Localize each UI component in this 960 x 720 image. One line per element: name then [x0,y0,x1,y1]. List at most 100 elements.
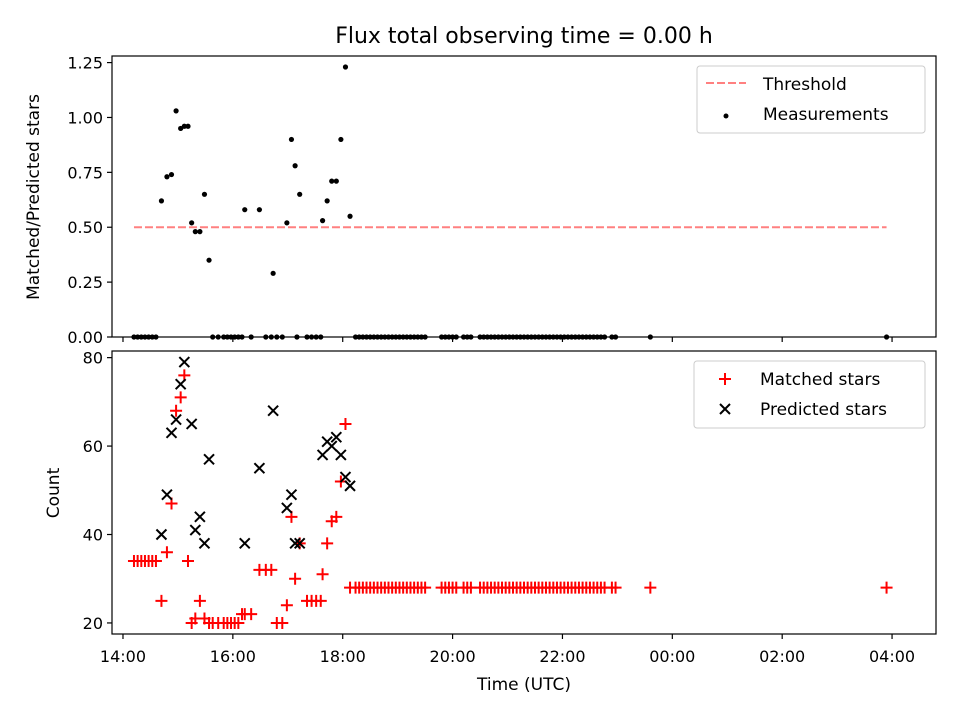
matched-star-point [644,581,657,594]
matched-star-point [181,555,194,568]
ratio-y-tick-label: 1.25 [67,54,103,73]
predicted-legend-swatch [719,403,731,415]
x-tick-label: 14:00 [100,647,146,666]
x-tick-label: 00:00 [649,647,695,666]
count-y-ticks: 20 40 60 80 [83,349,112,633]
ratio-x-ticks [122,337,893,342]
measurement-point [284,220,290,226]
predicted-star-point [203,453,215,466]
count-y-tick-label: 60 [83,437,103,456]
x-tick-label: 22:00 [539,647,585,666]
ratio-axes-frame [111,55,937,338]
matched-star-point [280,599,293,612]
measurement-point [270,270,276,276]
measurement-point [192,229,198,235]
measurement-point [297,191,303,197]
x-tick-label: 18:00 [320,647,366,666]
matched-legend-swatch [719,373,731,385]
measurements-legend-swatch [723,113,729,119]
matched-star-point [276,616,289,629]
measurement-point [288,136,295,143]
count-panel: 20 40 60 80 14:00 16:00 18:00 20:00 22:00 00:00 0… [44,349,937,695]
measurement-point [197,229,203,235]
measurement-point [158,198,165,204]
count-y-axis-label: Count [44,467,64,518]
measurement-point [189,220,195,226]
predicted-star-point [326,440,338,452]
ratio-y-tick-label: 1.00 [67,108,103,127]
threshold-legend-label: Threshold [762,75,847,95]
measurement-point [256,207,263,213]
matched-star-point [170,404,183,417]
ratio-y-tick-label: 0.00 [67,328,103,347]
matched-star-point [419,581,432,594]
matched-star-point [609,581,622,594]
measurement-point [329,178,335,184]
measurement-point [168,171,175,178]
matched-star-point [160,546,173,559]
matched-star-point [880,581,893,594]
matched-star-point [265,563,278,576]
x-axis-label: Time (UTC) [476,675,571,695]
matched-legend-label: Matched stars [760,370,880,390]
predicted-star-point [155,528,168,541]
ratio-y-ticks: 0.00 0.25 0.50 0.75 1.00 1.25 [67,54,112,347]
matched-star-point [193,594,206,607]
matched-star-point [289,572,302,585]
predicted-star-point [316,449,329,461]
predicted-star-point [198,537,211,550]
x-tick-label: 16:00 [210,647,256,666]
ratio-y-tick-label: 0.50 [67,218,103,237]
matched-star-point [245,608,258,621]
matched-star-point [330,510,343,523]
predicted-legend-label: Predicted stars [760,400,887,420]
ratio-y-tick-label: 0.75 [67,163,103,182]
measurement-point [242,207,248,213]
matched-star-point [155,594,168,607]
count-legend-box [693,360,926,429]
measurement-point [338,136,344,143]
ratio-legend-box [696,65,926,134]
measurement-point [173,108,179,114]
matched-star-point [232,616,245,629]
predicted-star-point [285,489,298,501]
chart-title: Flux total observing time = 0.00 h [335,24,713,49]
count-y-tick-label: 20 [83,614,103,633]
predicted-star-point [174,378,187,390]
ratio-y-axis-label: Matched/Predicted stars [24,94,44,300]
predicted-star-point [289,537,301,550]
x-tick-label: 02:00 [759,647,805,666]
matched-star-point [174,391,187,404]
predicted-star-point [194,511,206,523]
predicted-star-point [185,418,198,430]
matched-star-point [149,555,162,568]
measurement-point [324,198,330,204]
measurements-legend-label: Measurements [763,105,889,125]
predicted-star-point [253,462,266,474]
predicted-star-point [239,537,251,550]
x-tick-label: 20:00 [430,647,476,666]
measurement-point [185,123,191,129]
predicted-star-point [178,356,191,368]
predicted-star-point [161,489,173,501]
matched-star-point [314,594,327,607]
measurement-point [206,257,212,263]
matched-star-point [321,537,334,550]
measurement-point [319,218,326,224]
predicted-star-point [335,449,347,461]
measurement-point [201,191,208,197]
matched-star-point [339,417,352,430]
predicted-star-point [189,524,202,536]
matched-star-point [316,568,329,581]
predicted-star-point [339,471,352,483]
measurement-point [342,64,349,70]
predicted-star-point [344,480,356,492]
count-plot-area [127,356,893,629]
predicted-star-point [267,404,279,417]
ratio-legend: Threshold Measurements [696,65,926,134]
predicted-star-point [330,431,343,443]
predicted-star-point [281,502,293,514]
ratio-y-tick-label: 0.25 [67,273,103,292]
measurement-point [333,178,339,184]
